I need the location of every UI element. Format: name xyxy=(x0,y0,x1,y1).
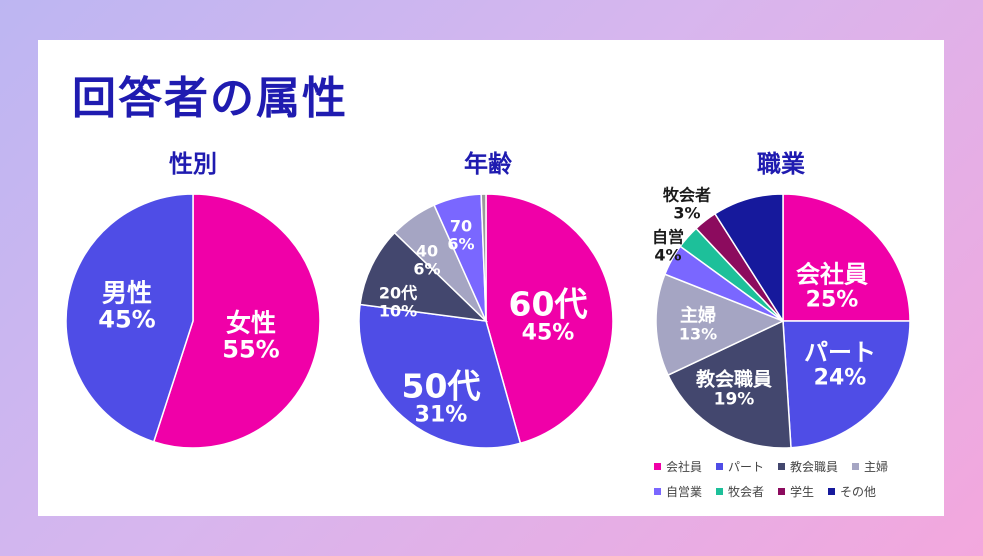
legend-swatch xyxy=(716,488,724,495)
job-slice-value-2: 19% xyxy=(714,389,755,409)
age-slice-2 xyxy=(359,231,489,323)
legend-item: 会社員 xyxy=(654,458,702,475)
legend-swatch xyxy=(778,488,786,495)
legend-item: その他 xyxy=(828,483,876,500)
legend-item: 教会職員 xyxy=(778,458,838,475)
gender-slice-1 xyxy=(65,193,194,443)
job-slice-label-5: 牧会者 xyxy=(663,186,711,205)
legend-swatch xyxy=(852,463,860,470)
job-slice-value-3: 13% xyxy=(679,325,717,344)
age-slice-1 xyxy=(358,303,522,449)
job-chart-title: 職業 xyxy=(757,150,805,178)
age-slice-label-4: 70 xyxy=(450,217,472,236)
legend-swatch xyxy=(654,463,661,470)
legend-item: 自営業 xyxy=(654,483,702,500)
legend-swatch xyxy=(716,463,724,470)
job-slice-label-2: 教会職員 xyxy=(696,367,772,390)
job-slice-2 xyxy=(667,319,792,449)
job-slice-0 xyxy=(782,193,911,322)
gender-slice-value-0: 55% xyxy=(222,335,279,363)
slide-card: 回答者の属性 性別 年齢 職業 女性 55% 男性 45% 60代 45% 50代 31% 2… xyxy=(38,40,944,516)
gender-slice-label-0: 女性 xyxy=(226,308,276,337)
legend-swatch xyxy=(778,463,786,470)
age-slice-5 xyxy=(480,193,487,322)
age-slice-label-2: 20代 xyxy=(379,284,417,303)
job-slice-value-1: 24% xyxy=(814,366,867,391)
page-title: 回答者の属性 xyxy=(72,73,348,124)
age-slice-label-3: 40 xyxy=(416,242,438,261)
job-slice-value-4: 4% xyxy=(654,246,681,265)
age-chart-title: 年齢 xyxy=(464,150,512,178)
gender-slice-0 xyxy=(152,193,321,449)
job-slice-label-0: 会社員 xyxy=(796,261,868,289)
job-slice-label-4: 自営 xyxy=(652,228,684,247)
job-slice-label-1: パート xyxy=(804,339,876,367)
legend-label: その他 xyxy=(840,485,877,499)
job-slice-7 xyxy=(713,193,784,324)
legend-item: 主婦 xyxy=(852,458,888,475)
age-slice-0 xyxy=(485,193,614,445)
legend-label: 学生 xyxy=(790,485,815,499)
gender-slice-label-1: 男性 xyxy=(102,278,152,307)
legend-swatch xyxy=(654,488,661,495)
job-slice-label-3: 主婦 xyxy=(680,305,716,327)
age-slice-value-3: 6% xyxy=(413,260,440,279)
job-slice-1 xyxy=(782,320,911,449)
legend-swatch xyxy=(828,488,836,495)
age-slice-value-1: 31% xyxy=(415,403,468,428)
legend-label: 自営業 xyxy=(666,485,703,499)
job-slice-value-5: 3% xyxy=(673,204,700,223)
age-slice-value-0: 45% xyxy=(522,321,575,346)
job-slice-3 xyxy=(655,273,785,377)
job-slice-value-0: 25% xyxy=(806,288,859,313)
legend-label: 会社員 xyxy=(666,460,703,474)
legend-item: 学生 xyxy=(778,483,814,500)
legend-label: 主婦 xyxy=(864,460,889,474)
legend-label: 教会職員 xyxy=(790,460,839,474)
age-slice-value-4: 6% xyxy=(447,235,474,254)
legend-label: パート xyxy=(728,460,765,474)
gender-chart-title: 性別 xyxy=(169,150,217,178)
job-legend: 会社員 パート 教会職員 主婦自営業 牧会者 学生 その他 xyxy=(654,458,934,500)
legend-label: 牧会者 xyxy=(728,485,765,499)
legend-item: パート xyxy=(716,458,764,475)
gender-slice-value-1: 45% xyxy=(98,305,155,333)
age-slice-value-2: 10% xyxy=(379,302,417,321)
age-slice-label-1: 50代 xyxy=(402,367,481,406)
age-slice-label-0: 60代 xyxy=(509,285,588,324)
legend-item: 牧会者 xyxy=(716,483,764,500)
